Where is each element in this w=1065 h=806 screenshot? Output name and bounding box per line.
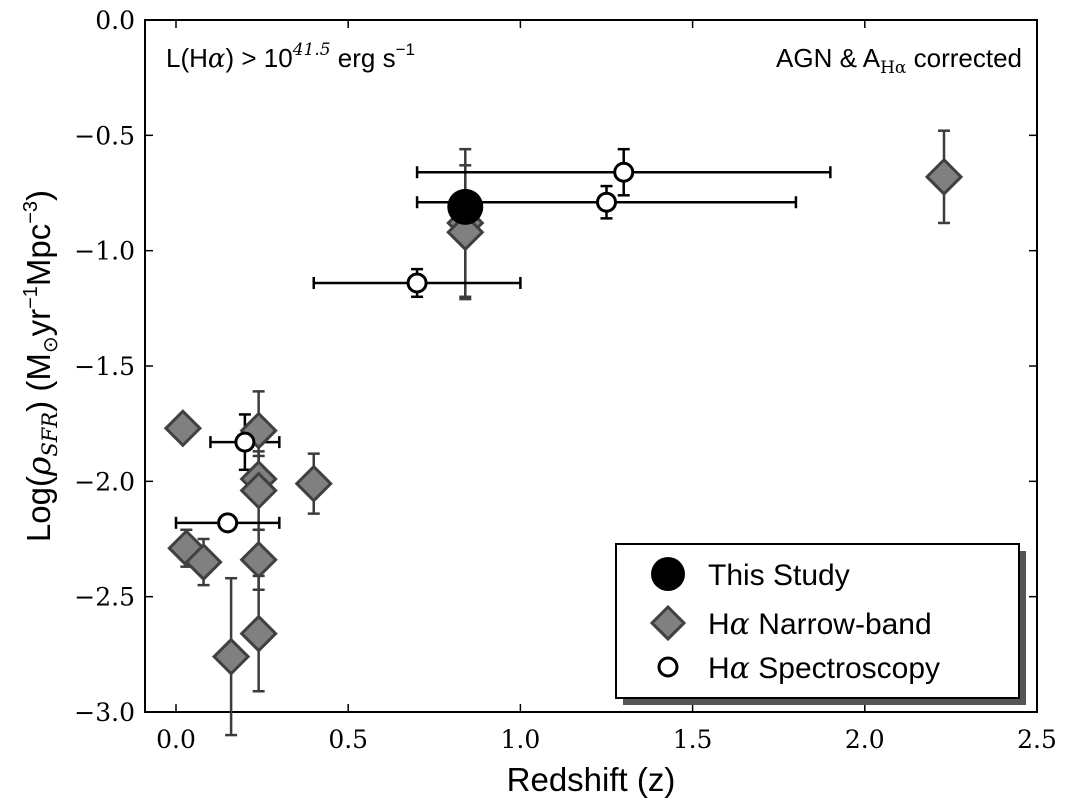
x-tick-label: 2.0 [845, 725, 885, 754]
legend-marker-this-study [651, 557, 685, 591]
luminosity-cut-annotation: L(Hα) > 1041.5 erg s−1 [166, 40, 415, 74]
y-tick-label: 0.0 [95, 6, 135, 35]
narrow-band-point [239, 614, 278, 653]
narrow-band-point [163, 409, 203, 448]
narrow-band-point [446, 213, 485, 252]
narrow-band-point [211, 637, 251, 676]
x-tick-label: 1.0 [501, 725, 541, 754]
legend-label-narrow-band: Hα Narrow-band [708, 607, 932, 642]
y-tick-label: −3.0 [74, 698, 135, 727]
legend: This Study Hα Narrow-band Hα Spectroscop… [615, 543, 1026, 705]
narrow-band-point [239, 471, 278, 510]
narrow-band-point [294, 464, 333, 503]
x-tick-label: 1.5 [673, 725, 713, 754]
spectroscopy-point [613, 161, 635, 183]
legend-marker-spectroscopy [657, 656, 679, 678]
y-tick-label: −2.0 [74, 467, 135, 496]
data-markers [163, 157, 964, 676]
legend-marker-narrow-band [649, 604, 687, 642]
x-tick-label: 0.0 [156, 725, 196, 754]
this-study-point [447, 188, 484, 225]
x-tick-label: 0.5 [328, 725, 368, 754]
y-tick-label: −0.5 [74, 121, 135, 150]
y-tick-label: −1.5 [74, 352, 135, 381]
x-tick-label: 2.5 [1017, 725, 1057, 754]
y-axis-title: Log(ρSFR) (M⊙yr−1Mpc−3) [19, 190, 62, 542]
x-axis-title: Redshift (z) [507, 761, 676, 798]
correction-annotation: AGN & AHα corrected [776, 43, 1022, 78]
legend-label-spectroscopy: Hα Spectroscopy [708, 651, 940, 686]
axis-ticks [145, 19, 1038, 713]
y-tick-label: −1.0 [74, 237, 135, 266]
spectroscopy-point [406, 272, 428, 294]
spectroscopy-point [234, 431, 256, 453]
narrow-band-point [184, 542, 223, 582]
spectroscopy-point [217, 512, 239, 534]
y-tick-label: −2.5 [74, 583, 135, 612]
spectroscopy-point [595, 191, 617, 213]
narrow-band-point [924, 157, 964, 196]
narrow-band-point [239, 540, 278, 579]
legend-label-this-study: This Study [708, 559, 850, 592]
x-tick-labels: 0.0 0.5 1.0 1.5 2.0 2.5 [156, 725, 1057, 754]
y-tick-labels: 0.0 −0.5 −1.0 −1.5 −2.0 −2.5 −3.0 [74, 6, 135, 727]
